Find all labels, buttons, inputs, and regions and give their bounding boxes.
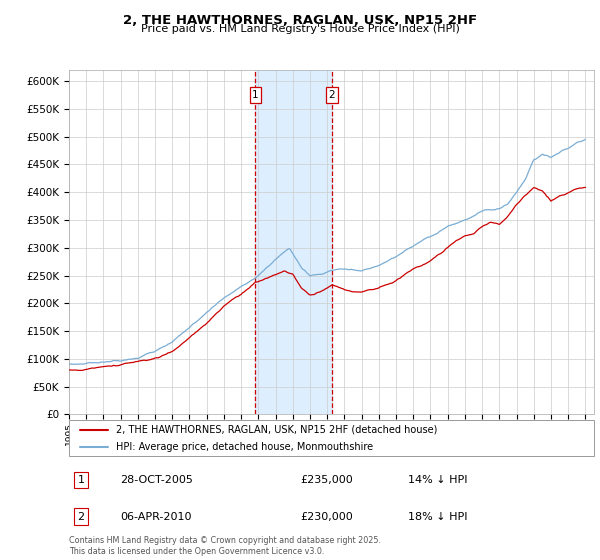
Text: 06-APR-2010: 06-APR-2010 xyxy=(120,512,191,521)
Text: £235,000: £235,000 xyxy=(300,475,353,485)
Text: 2: 2 xyxy=(77,512,85,521)
Text: 1: 1 xyxy=(77,475,85,485)
Bar xyxy=(256,70,332,414)
Text: 28-OCT-2005: 28-OCT-2005 xyxy=(120,475,193,485)
Text: Contains HM Land Registry data © Crown copyright and database right 2025.
This d: Contains HM Land Registry data © Crown c… xyxy=(69,536,381,556)
FancyBboxPatch shape xyxy=(69,420,594,456)
Text: 18% ↓ HPI: 18% ↓ HPI xyxy=(408,512,467,521)
Text: £230,000: £230,000 xyxy=(300,512,353,521)
Text: Price paid vs. HM Land Registry's House Price Index (HPI): Price paid vs. HM Land Registry's House … xyxy=(140,24,460,34)
Text: 2, THE HAWTHORNES, RAGLAN, USK, NP15 2HF (detached house): 2, THE HAWTHORNES, RAGLAN, USK, NP15 2HF… xyxy=(116,425,437,435)
Text: 14% ↓ HPI: 14% ↓ HPI xyxy=(408,475,467,485)
Text: 2: 2 xyxy=(329,90,335,100)
Text: 1: 1 xyxy=(252,90,259,100)
Text: HPI: Average price, detached house, Monmouthshire: HPI: Average price, detached house, Monm… xyxy=(116,442,373,451)
Text: 2, THE HAWTHORNES, RAGLAN, USK, NP15 2HF: 2, THE HAWTHORNES, RAGLAN, USK, NP15 2HF xyxy=(123,14,477,27)
